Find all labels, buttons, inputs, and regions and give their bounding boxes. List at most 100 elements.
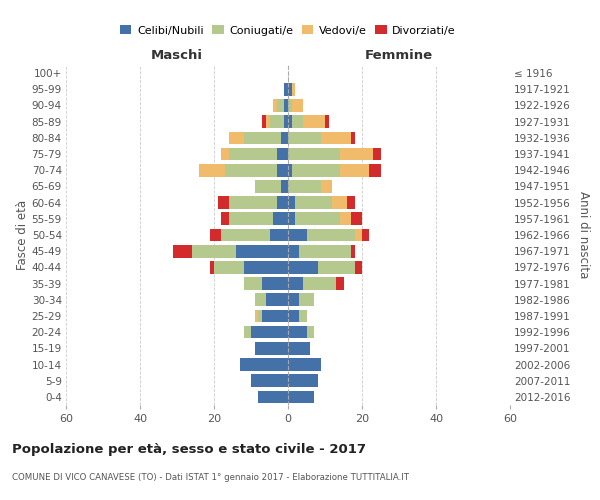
Bar — [303, 278, 336, 290]
Bar — [229, 212, 273, 225]
Bar — [322, 132, 351, 144]
Bar — [288, 278, 303, 290]
Bar — [273, 212, 288, 225]
Bar — [373, 148, 380, 160]
Bar — [251, 326, 288, 338]
Bar — [229, 148, 277, 160]
Bar — [244, 261, 288, 274]
Bar — [288, 212, 295, 225]
Y-axis label: Fasce di età: Fasce di età — [16, 200, 29, 270]
Bar — [277, 196, 288, 209]
Bar — [299, 245, 351, 258]
Bar — [284, 83, 288, 96]
Text: Popolazione per età, sesso e stato civile - 2017: Popolazione per età, sesso e stato civil… — [12, 442, 366, 456]
Bar — [295, 196, 332, 209]
Bar — [288, 261, 317, 274]
Bar — [299, 294, 314, 306]
Bar — [244, 278, 262, 290]
Bar — [277, 164, 288, 176]
Bar — [288, 148, 340, 160]
Bar — [288, 390, 314, 403]
Bar — [221, 148, 229, 160]
Text: Maschi: Maschi — [151, 49, 203, 62]
Bar — [288, 196, 295, 209]
Bar — [288, 294, 299, 306]
Bar — [229, 196, 277, 209]
Bar — [288, 132, 322, 144]
Bar — [288, 358, 322, 371]
Bar — [336, 278, 343, 290]
Bar — [277, 99, 284, 112]
Bar — [288, 99, 292, 112]
Bar — [199, 164, 225, 176]
Bar — [281, 132, 288, 144]
Bar — [277, 148, 288, 160]
Bar — [288, 374, 317, 387]
Bar — [254, 310, 259, 322]
Bar — [292, 164, 340, 176]
Bar — [221, 228, 269, 241]
Bar — [288, 342, 310, 354]
Bar — [370, 164, 380, 176]
Legend: Celibi/Nubili, Coniugati/e, Vedovi/e, Divorziati/e: Celibi/Nubili, Coniugati/e, Vedovi/e, Di… — [118, 23, 458, 38]
Bar — [269, 228, 288, 241]
Text: Femmine: Femmine — [365, 49, 433, 62]
Bar — [347, 196, 355, 209]
Bar — [288, 180, 322, 192]
Bar — [303, 116, 325, 128]
Bar — [192, 245, 236, 258]
Bar — [288, 116, 292, 128]
Bar — [307, 326, 314, 338]
Bar — [322, 180, 332, 192]
Y-axis label: Anni di nascita: Anni di nascita — [577, 192, 590, 278]
Bar — [236, 245, 288, 258]
Bar — [211, 261, 214, 274]
Bar — [288, 228, 307, 241]
Bar — [221, 212, 229, 225]
Bar — [292, 116, 303, 128]
Bar — [288, 164, 292, 176]
Bar — [351, 245, 355, 258]
Bar — [288, 326, 307, 338]
Bar — [229, 132, 244, 144]
Bar — [259, 310, 262, 322]
Bar — [281, 180, 288, 192]
Bar — [355, 228, 362, 241]
Bar — [218, 196, 229, 209]
Bar — [262, 116, 266, 128]
Bar — [288, 310, 299, 322]
Bar — [254, 342, 288, 354]
Bar — [284, 99, 288, 112]
Bar — [273, 99, 277, 112]
Bar — [362, 228, 370, 241]
Bar — [269, 116, 284, 128]
Bar — [262, 310, 288, 322]
Bar — [225, 164, 277, 176]
Bar — [251, 374, 288, 387]
Bar — [288, 245, 299, 258]
Bar — [295, 212, 340, 225]
Bar — [340, 212, 351, 225]
Bar — [266, 294, 288, 306]
Bar — [332, 196, 347, 209]
Bar — [266, 116, 269, 128]
Bar — [240, 358, 288, 371]
Bar — [255, 294, 266, 306]
Bar — [284, 116, 288, 128]
Bar — [292, 99, 303, 112]
Bar — [299, 310, 307, 322]
Bar — [288, 83, 292, 96]
Bar — [351, 212, 362, 225]
Bar — [173, 245, 192, 258]
Bar — [244, 326, 251, 338]
Bar — [211, 228, 221, 241]
Bar — [244, 132, 281, 144]
Text: COMUNE DI VICO CANAVESE (TO) - Dati ISTAT 1° gennaio 2017 - Elaborazione TUTTITA: COMUNE DI VICO CANAVESE (TO) - Dati ISTA… — [12, 472, 409, 482]
Bar — [355, 261, 362, 274]
Bar — [259, 390, 288, 403]
Bar — [255, 180, 281, 192]
Bar — [214, 261, 244, 274]
Bar — [325, 116, 329, 128]
Bar — [307, 228, 355, 241]
Bar — [317, 261, 355, 274]
